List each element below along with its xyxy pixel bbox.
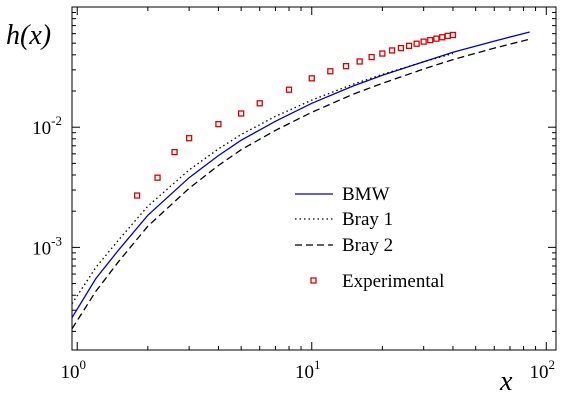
experimental-point <box>405 42 413 50</box>
experimental-point <box>427 36 434 44</box>
x-tick-label: 101 <box>295 357 321 383</box>
experimental-point <box>185 135 193 142</box>
experimental-point <box>342 62 350 70</box>
legend-label-experimental: Experimental <box>342 271 444 292</box>
experimental-point <box>368 53 375 61</box>
y-tick-label: 10-3 <box>32 233 62 259</box>
y-tick-label: 10-2 <box>32 113 62 139</box>
x-tick-labels: 100 101 102 <box>60 357 555 383</box>
legend-swatch-experimental <box>310 277 317 284</box>
axis-ticks <box>72 6 556 350</box>
experimental-point <box>397 44 405 52</box>
experimental-point <box>449 31 457 39</box>
legend-label-bray-1: Bray 1 <box>342 209 393 230</box>
plot-frame <box>71 6 557 351</box>
experimental-point <box>308 75 315 82</box>
experimental-point <box>327 68 334 75</box>
experimental-point <box>356 58 363 65</box>
x-axis-label: x <box>499 366 513 396</box>
experimental-point <box>433 35 440 42</box>
experimental-point <box>171 148 178 156</box>
series-line-bmw <box>71 31 530 319</box>
experimental-point <box>413 40 420 47</box>
y-tick-labels: 10-3 10-2 <box>32 113 62 259</box>
experimental-point <box>285 86 293 93</box>
experimental-point <box>388 47 396 54</box>
experimental-point <box>439 34 446 41</box>
y-axis-label: h(x) <box>6 20 51 51</box>
series-line-bray-2 <box>71 38 530 330</box>
experimental-point <box>215 120 222 128</box>
experimental-point <box>444 32 451 40</box>
series-layer <box>71 31 530 330</box>
experimental-point <box>154 174 161 181</box>
legend-label-bmw: BMW <box>342 184 390 205</box>
legend: BMW Bray 1 Bray 2 Experimental <box>295 184 444 292</box>
experimental-point <box>256 100 263 107</box>
experimental-point <box>238 110 245 117</box>
x-tick-label: 100 <box>60 357 86 383</box>
experimental-point <box>420 38 427 45</box>
experimental-point <box>379 50 386 57</box>
experimental-point <box>133 192 141 199</box>
x-tick-label: 102 <box>530 357 556 383</box>
legend-label-bray-2: Bray 2 <box>342 235 393 256</box>
series-line-bray-1 <box>71 52 454 305</box>
